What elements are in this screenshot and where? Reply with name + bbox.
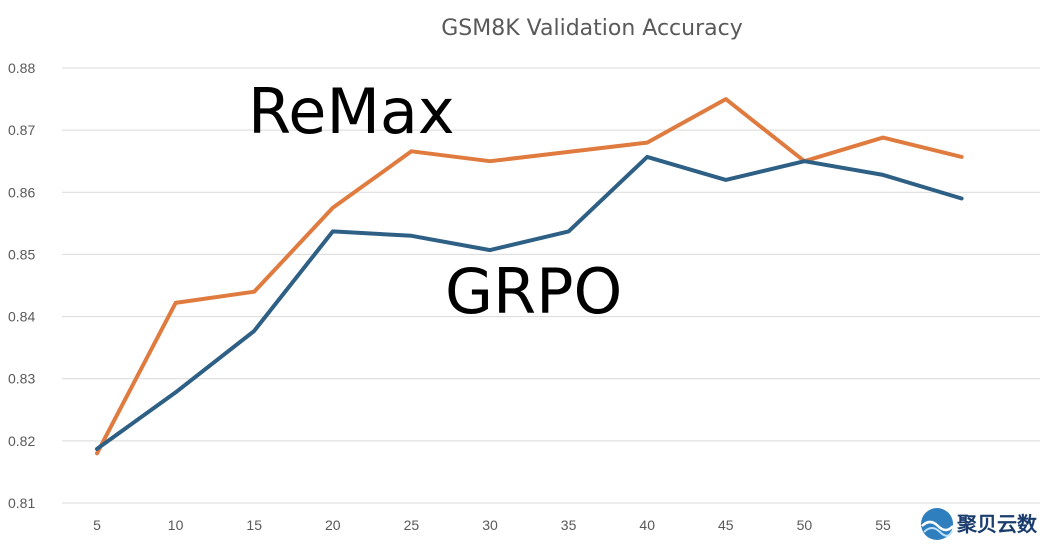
x-tick-label: 50 [797, 517, 813, 533]
x-tick-label: 5 [93, 517, 101, 533]
x-tick-label: 10 [168, 517, 184, 533]
y-tick-label: 0.86 [8, 184, 35, 200]
annotation-grpo: GRPO [445, 255, 622, 328]
x-tick-label: 25 [404, 517, 420, 533]
x-tick-label: 20 [325, 517, 341, 533]
watermark: 聚贝云数 [921, 508, 1038, 540]
annotation-remax: ReMax [248, 75, 455, 148]
x-axis-tick-labels: 5 10 15 20 25 30 35 40 45 50 55 [93, 517, 891, 533]
x-tick-label: 55 [875, 517, 891, 533]
y-tick-label: 0.84 [8, 309, 35, 325]
chart-title: GSM8K Validation Accuracy [441, 16, 742, 41]
y-tick-label: 0.82 [8, 433, 35, 449]
y-tick-label: 0.85 [8, 246, 35, 262]
y-tick-label: 0.87 [8, 122, 35, 138]
y-tick-label: 0.88 [8, 60, 35, 76]
y-tick-label: 0.81 [8, 495, 35, 511]
watermark-logo-icon [921, 508, 954, 540]
x-tick-label: 40 [639, 517, 655, 533]
x-tick-label: 35 [561, 517, 577, 533]
watermark-text: 聚贝云数 [956, 512, 1038, 536]
y-tick-label: 0.83 [8, 371, 35, 387]
grid-lines [62, 67, 1040, 504]
series-line-remax [95, 97, 964, 456]
series-lines [95, 97, 964, 456]
x-tick-label: 30 [482, 517, 498, 533]
x-tick-label: 15 [246, 517, 262, 533]
y-axis-tick-labels: 0.81 0.82 0.83 0.84 0.85 0.86 0.87 0.88 [8, 60, 35, 511]
series-line-grpo [95, 154, 964, 451]
x-tick-label: 45 [718, 517, 734, 533]
